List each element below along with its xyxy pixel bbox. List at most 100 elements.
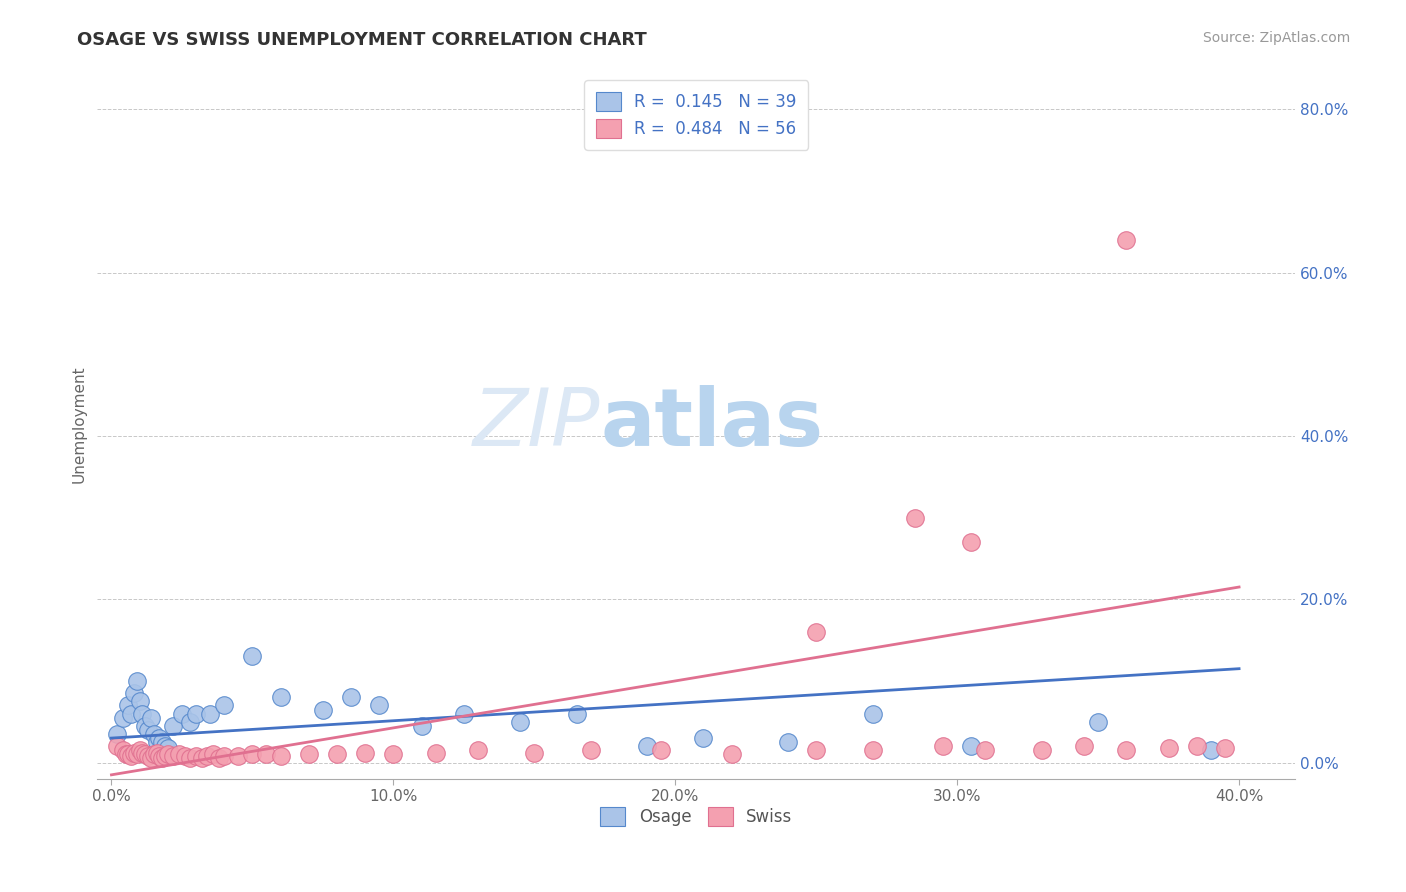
Point xyxy=(198,706,221,721)
Point xyxy=(134,719,156,733)
Point xyxy=(148,731,170,745)
Point xyxy=(862,706,884,721)
Point xyxy=(523,746,546,760)
Point xyxy=(720,747,742,762)
Point xyxy=(650,743,672,757)
Point xyxy=(111,743,134,757)
Point xyxy=(184,706,207,721)
Point xyxy=(136,749,159,764)
Point xyxy=(636,739,658,754)
Point xyxy=(139,711,162,725)
Point xyxy=(1157,740,1180,755)
Point xyxy=(1185,739,1208,754)
Point xyxy=(776,735,799,749)
Point xyxy=(195,749,218,764)
Point xyxy=(170,706,193,721)
Point xyxy=(142,727,165,741)
Point xyxy=(862,743,884,757)
Point xyxy=(128,694,150,708)
Point xyxy=(153,739,176,754)
Point xyxy=(156,740,179,755)
Point xyxy=(932,739,955,754)
Point xyxy=(201,747,224,762)
Point xyxy=(173,749,195,764)
Point xyxy=(167,747,190,762)
Point xyxy=(145,746,167,760)
Point xyxy=(105,739,128,754)
Point xyxy=(212,749,235,764)
Point xyxy=(162,749,184,764)
Point xyxy=(270,690,292,705)
Point xyxy=(326,747,349,762)
Point xyxy=(467,743,489,757)
Y-axis label: Unemployment: Unemployment xyxy=(72,365,86,483)
Text: Source: ZipAtlas.com: Source: ZipAtlas.com xyxy=(1202,31,1350,45)
Point xyxy=(131,746,153,760)
Point xyxy=(114,747,136,762)
Point xyxy=(125,747,148,762)
Text: atlas: atlas xyxy=(600,384,824,463)
Point xyxy=(148,749,170,764)
Point xyxy=(153,749,176,764)
Point xyxy=(1115,743,1137,757)
Point xyxy=(134,747,156,762)
Point xyxy=(1073,739,1095,754)
Point xyxy=(128,743,150,757)
Point xyxy=(692,731,714,745)
Point xyxy=(117,698,139,713)
Text: ZIP: ZIP xyxy=(474,384,600,463)
Point xyxy=(142,747,165,762)
Point xyxy=(131,706,153,721)
Point xyxy=(242,649,264,664)
Point xyxy=(190,750,212,764)
Point xyxy=(974,743,997,757)
Point xyxy=(226,749,249,764)
Point xyxy=(509,714,531,729)
Point xyxy=(960,535,983,549)
Point xyxy=(368,698,391,713)
Point xyxy=(122,686,145,700)
Point xyxy=(806,743,828,757)
Point xyxy=(111,711,134,725)
Point xyxy=(382,747,405,762)
Point xyxy=(179,750,201,764)
Point xyxy=(150,735,173,749)
Point xyxy=(298,747,321,762)
Point xyxy=(156,747,179,762)
Text: OSAGE VS SWISS UNEMPLOYMENT CORRELATION CHART: OSAGE VS SWISS UNEMPLOYMENT CORRELATION … xyxy=(77,31,647,49)
Point xyxy=(184,749,207,764)
Point xyxy=(1115,233,1137,247)
Point xyxy=(117,747,139,762)
Point xyxy=(162,719,184,733)
Point xyxy=(242,747,264,762)
Point xyxy=(120,706,142,721)
Point xyxy=(125,673,148,688)
Point xyxy=(136,723,159,737)
Point xyxy=(806,624,828,639)
Point xyxy=(150,750,173,764)
Point xyxy=(425,746,447,760)
Point xyxy=(270,749,292,764)
Point xyxy=(579,743,602,757)
Point xyxy=(1213,740,1236,755)
Point xyxy=(139,750,162,764)
Point xyxy=(105,727,128,741)
Legend: Osage, Swiss: Osage, Swiss xyxy=(592,798,801,835)
Point xyxy=(1199,743,1222,757)
Point xyxy=(960,739,983,754)
Point xyxy=(904,510,927,524)
Point xyxy=(565,706,588,721)
Point xyxy=(340,690,363,705)
Point xyxy=(256,747,278,762)
Point xyxy=(207,750,229,764)
Point xyxy=(411,719,433,733)
Point xyxy=(354,746,377,760)
Point xyxy=(312,702,335,716)
Point xyxy=(120,749,142,764)
Point xyxy=(122,746,145,760)
Point xyxy=(212,698,235,713)
Point xyxy=(145,735,167,749)
Point xyxy=(179,714,201,729)
Point xyxy=(453,706,475,721)
Point xyxy=(1087,714,1109,729)
